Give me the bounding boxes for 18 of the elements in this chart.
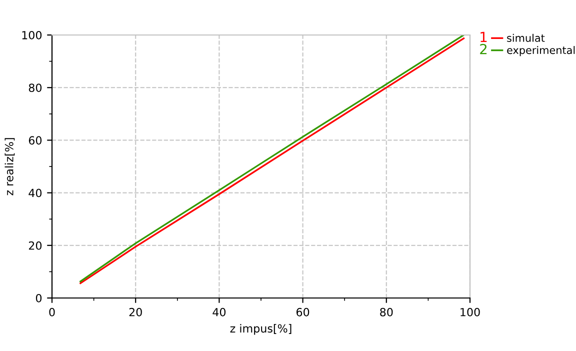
y-tick-label: 80 (28, 84, 42, 92)
x-tick-label: 100 (460, 308, 480, 316)
x-axis-title: z impus[%] (230, 324, 292, 335)
text: 2 (480, 44, 487, 54)
y-axis-title: z realiz[%] (4, 138, 15, 196)
y-tick-label: 0 (36, 294, 42, 302)
x-tick-label: 80 (380, 308, 393, 316)
y-tick-label: 40 (28, 188, 42, 198)
text: 1 (480, 32, 487, 42)
x-tick-label: 0 (49, 308, 55, 316)
y-tick-label: 60 (28, 136, 42, 145)
x-tick-label: 60 (296, 308, 310, 316)
x-tick-label: 20 (129, 308, 142, 316)
y-tick-label: 100 (22, 30, 42, 40)
x-tick-label: 40 (212, 308, 226, 316)
legend-label: simulat (507, 34, 545, 42)
legend-label: experimental (507, 46, 575, 56)
y-tick-label: 20 (28, 241, 42, 250)
